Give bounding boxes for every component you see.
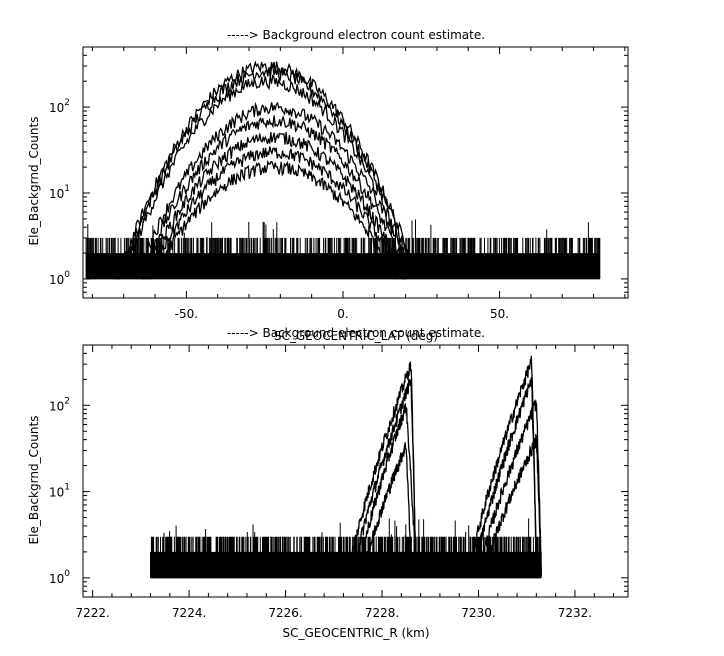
x-tick-label: -50.	[175, 307, 198, 321]
series-line-1	[352, 379, 417, 578]
top-y-axis-label: Ele_Backgrnd_Counts	[27, 117, 41, 246]
series-line-0	[347, 361, 417, 579]
x-tick-label: 7224.	[172, 606, 206, 620]
series-line-2	[120, 74, 415, 280]
series-line-4	[137, 114, 411, 280]
y-tick-exponent: 0	[64, 270, 70, 280]
series-line-3	[134, 101, 415, 280]
noise-floor-spikes	[85, 219, 601, 280]
x-tick-label: 7230.	[461, 606, 495, 620]
y-tick-exponent: 2	[64, 396, 70, 406]
bottom-panel: -----> Background electron count estimat…	[27, 326, 629, 640]
y-tick-exponent: 1	[64, 483, 70, 493]
bottom-x-axis-label: SC_GEOCENTRIC_R (km)	[283, 626, 430, 640]
series-line-1	[118, 64, 418, 280]
series-line-2	[357, 403, 417, 578]
top-axes-frame	[82, 46, 629, 299]
x-tick-label: 0.	[337, 307, 348, 321]
series-line-7	[149, 159, 398, 280]
series-line-7	[483, 433, 542, 579]
series-line-5	[473, 377, 538, 578]
series-line-5	[142, 132, 407, 280]
series-line-6	[146, 146, 403, 280]
bottom-y-axis-label: Ele_Backgrnd_Counts	[27, 416, 41, 545]
y-tick-exponent: 0	[64, 569, 70, 579]
series-line-6	[478, 398, 542, 579]
bottom-axes-frame	[82, 344, 629, 598]
x-tick-label: 50.	[490, 307, 509, 321]
x-tick-label: 7226.	[268, 606, 302, 620]
top-plot-area	[85, 60, 601, 281]
top-x-axis-label: SC_GEOCENTRIC_LAT (deg)	[274, 329, 438, 343]
bottom-plot-area	[150, 355, 542, 579]
series-line-4	[468, 355, 538, 578]
bottom-chart-title: -----> Background electron count estimat…	[227, 326, 485, 340]
y-tick-exponent: 1	[64, 184, 70, 194]
x-tick-label: 7232.	[558, 606, 592, 620]
x-tick-label: 7228.	[365, 606, 399, 620]
top-chart-title: -----> Background electron count estimat…	[227, 28, 485, 42]
x-tick-label: 7222.	[75, 606, 109, 620]
y-tick-exponent: 2	[64, 98, 70, 108]
series-line-3	[362, 442, 412, 579]
